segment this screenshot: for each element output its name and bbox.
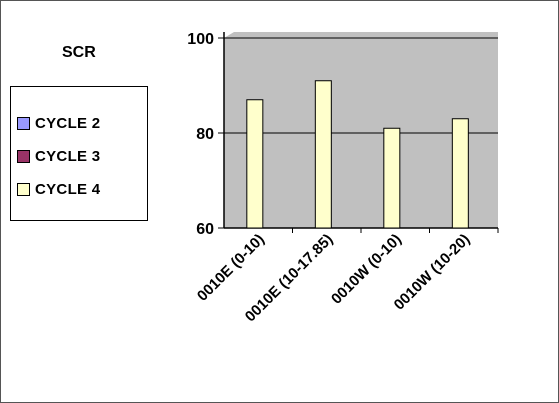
bar-cycle-4-1 bbox=[314, 80, 332, 229]
plot-area bbox=[224, 32, 498, 228]
legend-swatch-cycle-3 bbox=[17, 149, 30, 163]
y-tick-label-80: 80 bbox=[196, 126, 214, 143]
x-category-label-2: 0010W (0-10) bbox=[328, 231, 405, 308]
legend-label-cycle-2: CYCLE 2 bbox=[35, 114, 101, 132]
bar-cycle-4-0 bbox=[246, 99, 264, 229]
bar-cycle-4-3 bbox=[451, 118, 469, 229]
bar-cycle-4-2 bbox=[383, 127, 401, 229]
chart-legend: CYCLE 2 CYCLE 3 CYCLE 4 bbox=[10, 86, 148, 221]
legend-swatch-cycle-4 bbox=[17, 182, 30, 196]
x-category-label-0: 0010E (0-10) bbox=[194, 231, 268, 305]
y-tick-label-60: 60 bbox=[196, 221, 214, 238]
legend-title: SCR bbox=[62, 44, 96, 61]
legend-label-cycle-3: CYCLE 3 bbox=[35, 147, 101, 165]
legend-swatch-cycle-2 bbox=[17, 116, 30, 130]
legend-item-cycle-3: CYCLE 3 bbox=[17, 146, 100, 166]
legend-label-cycle-4: CYCLE 4 bbox=[35, 180, 101, 198]
legend-item-cycle-2: CYCLE 2 bbox=[17, 113, 100, 133]
legend-item-cycle-4: CYCLE 4 bbox=[17, 179, 100, 199]
y-tick-label-100: 100 bbox=[187, 31, 214, 48]
